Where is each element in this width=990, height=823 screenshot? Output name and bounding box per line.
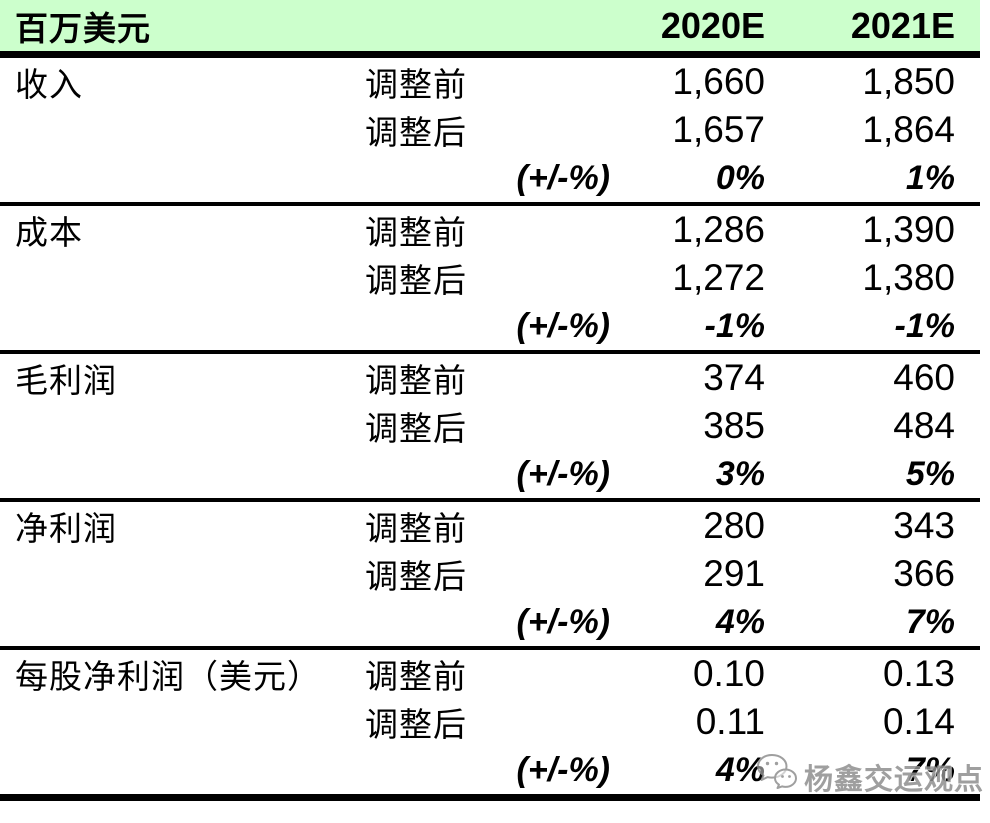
value-2021e: 1,380 (862, 257, 955, 298)
pct-2021e: 5% (905, 454, 955, 493)
row-label: 收入 (15, 65, 83, 104)
value-2020e: 0.11 (695, 701, 765, 742)
adjust-after-label: 调整后 (365, 113, 467, 152)
value-2020e: 1,286 (672, 209, 765, 250)
value-2020e: 280 (703, 505, 765, 546)
table-row: (+/-%) 0% 1% (0, 154, 980, 202)
pct-2020e: -1% (704, 306, 765, 345)
pct-2020e: 0% (715, 158, 765, 197)
pct-2021e: 7% (905, 602, 955, 641)
adjust-before-label: 调整前 (365, 213, 467, 252)
adjust-before-label: 调整前 (365, 509, 467, 548)
adjust-after-label: 调整后 (365, 705, 467, 744)
adjust-before-label: 调整前 (365, 657, 467, 696)
section-rule (0, 202, 980, 206)
table-row: 毛利润 调整前 374 460 (0, 354, 980, 402)
value-2021e: 343 (893, 505, 955, 546)
value-2020e: 385 (703, 405, 765, 446)
table-header-row: 百万美元 2020E 2021E (0, 0, 980, 51)
value-2021e: 1,390 (862, 209, 955, 250)
pct-2021e: 1% (905, 158, 955, 197)
value-2020e: 1,660 (672, 61, 765, 102)
table-row: (+/-%) -1% -1% (0, 302, 980, 350)
table-row: 净利润 调整前 280 343 (0, 502, 980, 550)
value-2021e: 366 (893, 553, 955, 594)
table-row: 成本 调整前 1,286 1,390 (0, 206, 980, 254)
row-label: 成本 (15, 213, 83, 252)
header-rule (0, 51, 980, 58)
table-row: (+/-%) 4% 7% (0, 746, 980, 794)
value-2021e: 0.14 (882, 701, 955, 742)
value-2020e: 1,657 (672, 109, 765, 150)
row-label: 净利润 (15, 509, 117, 548)
adjust-before-label: 调整前 (365, 65, 467, 104)
bottom-rule (0, 794, 980, 801)
adjust-before-label: 调整前 (365, 361, 467, 400)
row-label: 每股净利润（美元） (15, 657, 321, 696)
adjust-after-label: 调整后 (365, 557, 467, 596)
table-row: 每股净利润（美元） 调整前 0.10 0.13 (0, 650, 980, 698)
section-eps: 每股净利润（美元） 调整前 0.10 0.13 调整后 0.11 0.14 (+… (0, 650, 980, 794)
table-row: (+/-%) 4% 7% (0, 598, 980, 646)
column-header-2021e: 2021E (850, 4, 955, 46)
table-row: 调整后 385 484 (0, 402, 980, 450)
section-revenue: 收入 调整前 1,660 1,850 调整后 1,657 1,864 (+/-%… (0, 58, 980, 202)
unit-label: 百万美元 (15, 8, 151, 48)
value-2021e: 0.13 (882, 653, 955, 694)
value-2020e: 1,272 (672, 257, 765, 298)
section-rule (0, 646, 980, 650)
watermark: 杨鑫交运观点 (752, 750, 984, 804)
section-rule (0, 350, 980, 354)
section-rule (0, 498, 980, 502)
table-row: 调整后 1,272 1,380 (0, 254, 980, 302)
wechat-chat-bubbles-icon (752, 750, 800, 804)
pct-2020e: 4% (715, 750, 765, 789)
value-2020e: 291 (703, 553, 765, 594)
value-2020e: 374 (703, 357, 765, 398)
value-2021e: 460 (893, 357, 955, 398)
pct-2020e: 3% (715, 454, 765, 493)
pct-2021e: 7% (905, 750, 955, 789)
pct-change-label: (+/-%) (516, 750, 611, 789)
section-net-profit: 净利润 调整前 280 343 调整后 291 366 (+/-%) 4% 7% (0, 502, 980, 646)
table-row: 收入 调整前 1,660 1,850 (0, 58, 980, 106)
pct-2020e: 4% (715, 602, 765, 641)
value-2021e: 484 (893, 405, 955, 446)
pct-change-label: (+/-%) (516, 306, 611, 345)
adjust-after-label: 调整后 (365, 261, 467, 300)
value-2021e: 1,864 (862, 109, 955, 150)
column-header-2020e: 2020E (660, 4, 765, 46)
row-label: 毛利润 (15, 361, 117, 400)
pct-change-label: (+/-%) (516, 454, 611, 493)
value-2020e: 0.10 (692, 653, 765, 694)
table-row: 调整后 0.11 0.14 (0, 698, 980, 746)
table-row: 调整后 1,657 1,864 (0, 106, 980, 154)
table-row: (+/-%) 3% 5% (0, 450, 980, 498)
pct-change-label: (+/-%) (516, 602, 611, 641)
table-row: 调整后 291 366 (0, 550, 980, 598)
estimates-table: 百万美元 2020E 2021E 收入 调整前 1,660 1,850 调整后 … (0, 0, 980, 801)
watermark-text: 杨鑫交运观点 (804, 762, 985, 796)
adjust-after-label: 调整后 (365, 409, 467, 448)
section-gross-profit: 毛利润 调整前 374 460 调整后 385 484 (+/-%) 3% 5% (0, 354, 980, 498)
section-cost: 成本 调整前 1,286 1,390 调整后 1,272 1,380 (+/-%… (0, 206, 980, 350)
pct-2021e: -1% (894, 306, 955, 345)
pct-change-label: (+/-%) (516, 158, 611, 197)
value-2021e: 1,850 (862, 61, 955, 102)
